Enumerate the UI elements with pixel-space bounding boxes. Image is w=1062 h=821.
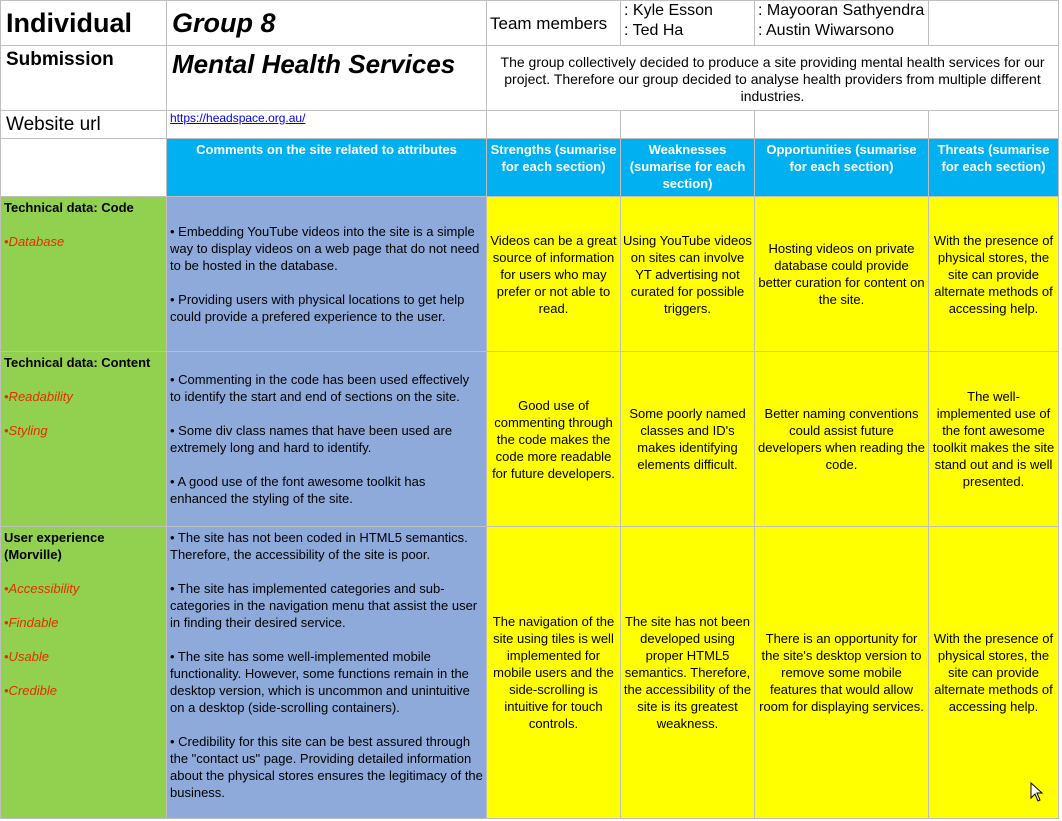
comment-paragraph: • The site has implemented categories an… <box>170 581 478 630</box>
attribute-label: •Findable <box>4 615 59 630</box>
category-cell[interactable]: Technical data: Code •Database <box>0 196 167 352</box>
comment-paragraph: • Providing users with physical location… <box>170 292 465 324</box>
comment-paragraph: • The site has not been coded in HTML5 s… <box>170 530 468 562</box>
empty-cell[interactable] <box>0 138 167 197</box>
column-header-strengths[interactable]: Strengths (sumarise for each section) <box>486 138 621 197</box>
strengths-cell[interactable]: The navigation of the site using tiles i… <box>486 526 621 819</box>
attribute-label: •Database <box>4 234 65 249</box>
column-header-comments[interactable]: Comments on the site related to attribut… <box>166 138 487 197</box>
submission-label[interactable]: Submission <box>0 45 167 111</box>
threats-cell[interactable]: With the presence of physical stores, th… <box>928 526 1059 819</box>
table-row: Technical data: Code •Database • Embeddi… <box>0 196 1059 352</box>
comment-paragraph: • A good use of the font awesome toolkit… <box>170 474 426 506</box>
team-member: : Mayooran Sathyendra <box>758 2 925 19</box>
comment-paragraph: • The site has some well-implemented mob… <box>170 649 470 715</box>
column-header-threats[interactable]: Threats (sumarise for each section) <box>928 138 1059 197</box>
team-member-cell-2[interactable]: : Mayooran Sathyendra : Austin Wiwarsono <box>754 0 929 46</box>
table-row: Technical data: Content •Readability •St… <box>0 351 1059 527</box>
team-members-label[interactable]: Team members <box>486 0 621 46</box>
category-title: Technical data: Content <box>4 355 151 370</box>
opportunities-cell[interactable]: There is an opportunity for the site's d… <box>754 526 929 819</box>
team-member: : Kyle Esson <box>624 2 713 19</box>
column-header-weaknesses[interactable]: Weaknesses (sumarise for each section) <box>620 138 755 197</box>
category-title: Technical data: Code <box>4 200 134 215</box>
group-name[interactable]: Group 8 <box>166 0 487 46</box>
team-member: : Ted Ha <box>624 22 684 39</box>
attribute-label: •Credible <box>4 683 57 698</box>
category-title: User experience (Morville) <box>4 530 105 562</box>
threats-cell[interactable]: With the presence of physical stores, th… <box>928 196 1059 352</box>
category-cell[interactable]: Technical data: Content •Readability •St… <box>0 351 167 527</box>
table-row: User experience (Morville) •Accessibilit… <box>0 526 1059 819</box>
comments-cell[interactable]: • Commenting in the code has been used e… <box>166 351 487 527</box>
empty-cell[interactable] <box>928 0 1059 46</box>
project-description[interactable]: The group collectively decided to produc… <box>486 45 1059 111</box>
website-url-link[interactable]: https://headspace.org.au/ <box>166 110 487 139</box>
strengths-cell[interactable]: Videos can be a great source of informat… <box>486 196 621 352</box>
comment-paragraph: • Credibility for this site can be best … <box>170 734 483 800</box>
weaknesses-cell[interactable]: Some poorly named classes and ID's makes… <box>620 351 755 527</box>
threats-cell[interactable]: The well-implemented use of the font awe… <box>928 351 1059 527</box>
opportunities-cell[interactable]: Hosting videos on private database could… <box>754 196 929 352</box>
attribute-label: •Accessibility <box>4 581 80 596</box>
empty-cell[interactable] <box>754 110 929 139</box>
weaknesses-cell[interactable]: Using YouTube videos on sites can involv… <box>620 196 755 352</box>
column-header-opportunities[interactable]: Opportunities (sumarise for each section… <box>754 138 929 197</box>
empty-cell[interactable] <box>928 110 1059 139</box>
attribute-label: •Readability <box>4 389 73 404</box>
team-member: : Austin Wiwarsono <box>758 22 895 39</box>
project-title[interactable]: Mental Health Services <box>166 45 487 111</box>
comments-cell[interactable]: • The site has not been coded in HTML5 s… <box>166 526 487 819</box>
category-cell[interactable]: User experience (Morville) •Accessibilit… <box>0 526 167 819</box>
website-url-label[interactable]: Website url <box>0 110 167 139</box>
weaknesses-cell[interactable]: The site has not been developed using pr… <box>620 526 755 819</box>
comment-paragraph: • Some div class names that have been us… <box>170 423 453 455</box>
attribute-label: •Usable <box>4 649 50 664</box>
team-member-cell-1[interactable]: : Kyle Esson : Ted Ha <box>620 0 755 46</box>
comment-paragraph: • Embedding YouTube videos into the site… <box>170 224 480 273</box>
empty-cell[interactable] <box>620 110 755 139</box>
individual-label[interactable]: Individual <box>0 0 167 46</box>
empty-cell[interactable] <box>486 110 621 139</box>
comment-paragraph: • Commenting in the code has been used e… <box>170 372 470 404</box>
strengths-cell[interactable]: Good use of commenting through the code … <box>486 351 621 527</box>
comments-cell[interactable]: • Embedding YouTube videos into the site… <box>166 196 487 352</box>
opportunities-cell[interactable]: Better naming conventions could assist f… <box>754 351 929 527</box>
mouse-pointer-icon <box>1030 782 1044 802</box>
attribute-label: •Styling <box>4 423 48 438</box>
